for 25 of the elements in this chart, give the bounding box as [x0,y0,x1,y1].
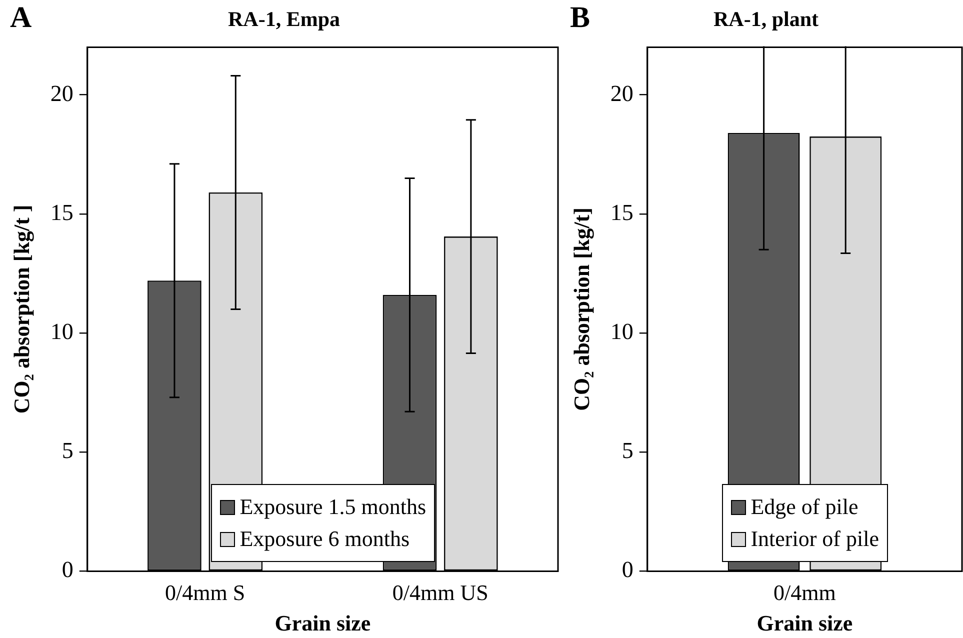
x-tick-label: 0/4mm US [392,580,488,606]
y-tick-label: 10 [610,319,634,344]
y-tick-label: 5 [62,438,74,464]
y-tick-label: 15 [50,200,74,225]
y-tick-label: 0 [622,557,634,582]
text: A [10,0,32,34]
x-axis-title: Grain size [274,610,371,636]
chart-title: RA-1, plant [713,7,819,32]
legend-label: Exposure 1.5 months [240,493,426,522]
y-axis-title: CO₂ absorption [kg/t ] [8,204,34,414]
x-tick-label: 0/4mm S [165,580,246,606]
x-axis-title: Grain size [756,610,853,636]
y-tick-label: 20 [610,80,634,106]
y-tick-label: 5 [622,438,634,464]
y-tick-label: 20 [50,80,74,106]
legend-label: Edge of pile [750,493,858,522]
legend-label: Interior of pile [750,525,879,554]
y-tick-label: 10 [50,319,74,344]
y-tick-label: 0 [62,557,74,582]
y-axis-title: CO₂ absorption [kg/t] [568,207,594,411]
text: B [570,0,590,34]
legend-label: Exposure 6 months [240,525,410,554]
x-tick-label: 0/4mm [774,580,836,606]
chart-title: RA-1, Empa [228,7,340,32]
y-tick-label: 15 [610,200,634,225]
